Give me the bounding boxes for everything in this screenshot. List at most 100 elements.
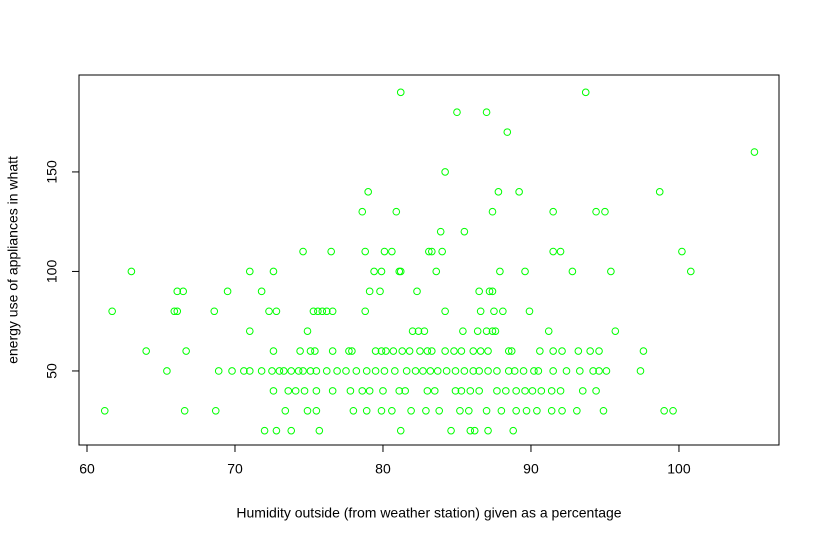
- point: [315, 426, 324, 435]
- plot-box: [78, 74, 780, 446]
- point: [377, 406, 386, 415]
- point: [484, 426, 492, 435]
- point: [318, 307, 327, 316]
- point: [556, 247, 565, 256]
- point: [391, 367, 399, 375]
- point: [380, 367, 389, 375]
- point: [396, 267, 405, 276]
- point: [476, 347, 485, 355]
- point: [223, 287, 232, 296]
- point: [502, 387, 510, 395]
- point: [377, 347, 386, 355]
- point: [312, 367, 321, 375]
- point: [361, 247, 370, 256]
- point: [371, 367, 380, 375]
- point: [322, 367, 331, 375]
- point: [322, 307, 331, 316]
- point: [358, 387, 367, 395]
- point: [312, 406, 321, 415]
- point: [379, 387, 387, 395]
- point: [365, 387, 374, 395]
- point: [493, 367, 501, 375]
- point: [504, 347, 513, 355]
- point: [281, 406, 290, 415]
- point: [268, 367, 276, 375]
- point: [686, 267, 695, 276]
- point: [389, 347, 398, 355]
- point: [515, 188, 523, 196]
- point: [272, 426, 281, 435]
- point: [504, 367, 513, 375]
- point: [639, 347, 648, 355]
- point: [470, 426, 479, 435]
- point: [441, 307, 449, 316]
- point: [447, 426, 455, 435]
- point: [280, 367, 288, 375]
- point: [296, 347, 304, 355]
- point: [269, 267, 278, 276]
- point: [537, 387, 546, 395]
- point: [240, 367, 248, 375]
- point: [473, 327, 482, 335]
- point: [425, 247, 433, 256]
- point: [260, 426, 269, 435]
- point: [179, 287, 187, 296]
- point: [420, 327, 429, 335]
- point: [396, 426, 405, 435]
- point: [655, 188, 664, 196]
- point: [460, 227, 469, 236]
- point: [568, 267, 577, 276]
- point: [475, 367, 483, 375]
- point: [362, 367, 371, 375]
- point: [210, 307, 219, 316]
- point: [510, 367, 519, 375]
- point: [503, 128, 512, 136]
- point: [530, 367, 538, 375]
- point: [469, 347, 478, 355]
- point: [457, 387, 466, 395]
- point: [392, 207, 401, 216]
- point: [592, 207, 600, 216]
- y-tick-label: 150: [44, 160, 60, 184]
- point: [547, 387, 556, 395]
- point: [382, 347, 390, 355]
- point: [484, 347, 492, 355]
- point: [490, 307, 498, 316]
- point: [558, 347, 566, 355]
- point: [482, 108, 491, 117]
- point: [428, 347, 436, 355]
- point: [345, 347, 353, 355]
- point: [432, 267, 441, 276]
- point: [549, 207, 557, 216]
- point: [512, 387, 520, 395]
- point: [519, 367, 528, 375]
- point: [411, 367, 420, 375]
- point: [441, 168, 449, 176]
- point: [269, 387, 278, 395]
- point: [287, 426, 296, 435]
- point: [405, 347, 414, 355]
- point: [245, 327, 254, 335]
- point: [173, 307, 182, 316]
- point: [407, 406, 415, 415]
- point: [544, 327, 553, 335]
- point: [525, 307, 534, 316]
- point: [269, 347, 278, 355]
- point: [423, 347, 432, 355]
- point: [312, 387, 321, 395]
- point: [419, 367, 427, 375]
- point: [451, 367, 460, 375]
- point: [398, 347, 407, 355]
- point: [451, 387, 460, 395]
- point: [426, 367, 435, 375]
- point: [327, 247, 335, 256]
- point: [491, 327, 500, 335]
- point: [549, 347, 557, 355]
- point: [669, 406, 677, 415]
- y-axis-label: energy use of appliances in whatt: [5, 156, 21, 364]
- point: [589, 367, 597, 375]
- point: [428, 247, 436, 256]
- point: [607, 267, 615, 276]
- point: [303, 406, 312, 415]
- point: [299, 367, 307, 375]
